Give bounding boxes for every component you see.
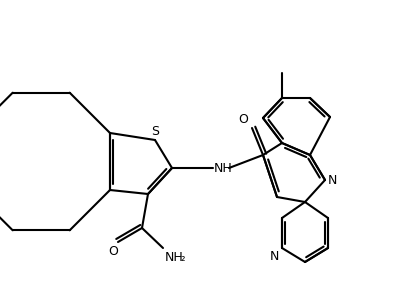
Text: N: N (269, 250, 279, 263)
Text: S: S (151, 125, 159, 138)
Text: O: O (108, 245, 118, 258)
Text: O: O (238, 113, 248, 126)
Text: NH: NH (214, 162, 233, 175)
Text: N: N (328, 173, 337, 186)
Text: NH: NH (165, 251, 184, 264)
Text: ₂: ₂ (181, 253, 185, 263)
